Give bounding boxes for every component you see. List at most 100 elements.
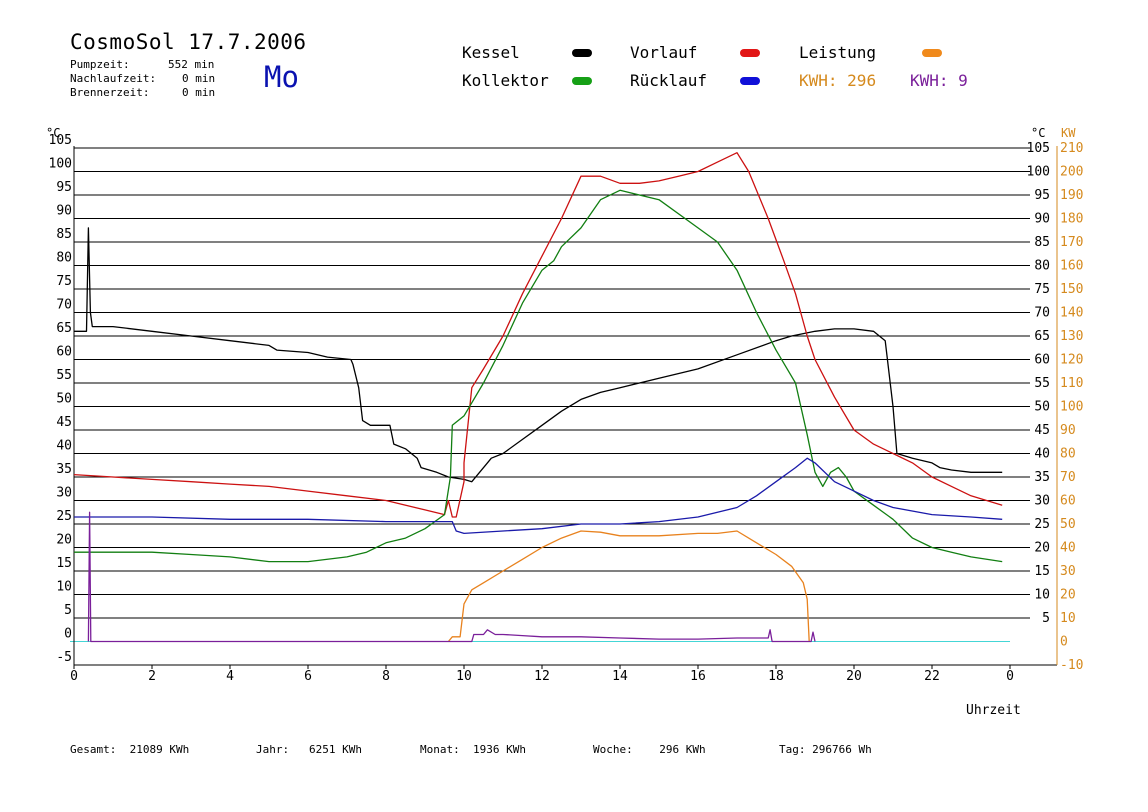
right-tick-label: 15 [1034,564,1050,579]
left-axis-ticks: -5 0 5 10 15 20 25 30 35 40 45 50 55 60 65 70 75 80 85 90 95… [49,133,72,665]
woche-label: Woche: [593,743,633,756]
kw-tick-label: 150 [1060,282,1083,297]
series-r-cklauf-line [74,457,1003,535]
x-tick-label: 0 [70,669,78,684]
x-tick-label: 0 [1006,669,1014,684]
kw-tick-label: 120 [1060,353,1083,368]
kw-tick-label: 180 [1060,212,1083,227]
series-kessel-line [74,227,1003,483]
left-tick-label: 90 [56,204,72,219]
kw-tick-label: 160 [1060,259,1083,274]
nachlaufzeit-label: Nachlaufzeit: [70,72,157,85]
legend-vorlauf: Vorlauf [630,43,698,62]
weekday-label: Mo [264,60,299,94]
chart-title: CosmoSol 17.7.2006 [70,30,307,54]
legend-kollektor: Kollektor [462,71,549,90]
right-tick-label: 90 [1034,212,1050,227]
legend-ruecklauf: Rücklauf [630,71,708,90]
kwh-total-value: 296 [847,71,877,90]
kw-tick-label: 100 [1060,400,1083,415]
kw-tick-label: 200 [1060,165,1083,180]
legend-ruecklauf-swatch [740,77,760,85]
legend-kwh-total: KWH: 296 [799,71,876,90]
kwh-second-label: KWH: [910,71,949,90]
x-tick-label: 18 [768,669,784,684]
x-axis-ticks: 0 2 4 6 8 10 12 14 16 18 20 22 0 [70,665,1014,684]
kw-tick-label: 130 [1060,329,1083,344]
x-tick-label: 14 [612,669,628,684]
woche-value: 296 KWh [659,743,706,756]
kw-tick-label: -10 [1060,658,1083,673]
left-tick-label: 40 [56,439,72,454]
left-tick-label: 55 [56,368,72,383]
x-tick-label: 22 [924,669,940,684]
kwh-total-label: KWH: [799,71,838,90]
gesamt-label: Gesamt: [70,743,117,756]
right-tick-label: 75 [1034,282,1050,297]
left-tick-label: 30 [56,486,72,501]
footer-woche: Woche: 296 KWh [593,743,706,756]
right-tick-label: 105 [1027,141,1050,156]
left-tick-label: 95 [56,180,72,195]
left-tick-label: 45 [56,415,72,430]
kw-tick-label: 40 [1060,541,1076,556]
legend-vorlauf-swatch [740,49,760,57]
jahr-label: Jahr: [256,743,290,756]
left-tick-label: 5 [64,603,72,618]
footer-jahr: Jahr: 6251 KWh [256,743,362,756]
legend-kessel-swatch [572,49,592,57]
kw-tick-label: 140 [1060,306,1083,321]
left-tick-label: 60 [56,345,72,360]
right-tick-label: 65 [1034,329,1050,344]
legend-kessel: Kessel [462,43,520,62]
legend-leistung: Leistung [799,43,877,62]
left-tick-label: 15 [56,556,72,571]
left-tick-label: 80 [56,251,72,266]
right-tick-label: 80 [1034,259,1050,274]
kw-tick-label: 80 [1060,447,1076,462]
x-tick-label: 8 [382,669,390,684]
gesamt-value: 21089 KWh [129,743,190,756]
legend-leistung-swatch [922,49,942,57]
x-tick-label: 6 [304,669,312,684]
kw-tick-label: 0 [1060,635,1068,650]
right-tick-label: 55 [1034,376,1050,391]
grid-lines [70,147,1030,642]
x-tick-label: 12 [534,669,550,684]
kw-tick-label: 190 [1060,188,1083,203]
left-tick-label: 0 [64,627,72,642]
legend-kollektor-swatch [572,77,592,85]
x-tick-label: 16 [690,669,706,684]
pumpzeit-value: 552 min [168,58,215,71]
footer-monat: Monat: 1936 KWh [420,743,526,756]
pumpzeit-label: Pumpzeit: [70,58,130,71]
kw-axis-unit: KW [1061,126,1076,140]
brennerzeit-value: 0 min [182,86,216,99]
series-kwh-9-line [87,511,816,643]
left-tick-label: 10 [56,580,72,595]
right-tick-label: 60 [1034,353,1050,368]
kw-tick-label: 10 [1060,611,1076,626]
right-tick-label: 45 [1034,423,1050,438]
kw-tick-label: 210 [1060,141,1083,156]
right-tick-label: 100 [1027,165,1050,180]
right-tick-label: 50 [1034,400,1050,415]
right-tick-label: 20 [1034,541,1050,556]
x-tick-label: 4 [226,669,234,684]
nachlaufzeit-value: 0 min [182,72,216,85]
axes [73,146,1058,666]
right-tick-label: 40 [1034,447,1050,462]
right-axis-ticks: 5 10 15 20 25 30 35 40 45 50 55 60 65 70 75 80 85 90 95 100… [1027,141,1050,626]
left-tick-label: 25 [56,509,72,524]
x-tick-label: 20 [846,669,862,684]
jahr-value: 6251 KWh [309,743,362,756]
kw-tick-label: 50 [1060,517,1076,532]
tag-label: Tag: [779,743,806,756]
left-tick-label: 70 [56,298,72,313]
x-tick-label: 10 [456,669,472,684]
monat-label: Monat: [420,743,460,756]
x-tick-label: 2 [148,669,156,684]
right-tick-label: 70 [1034,306,1050,321]
kw-tick-label: 110 [1060,376,1083,391]
